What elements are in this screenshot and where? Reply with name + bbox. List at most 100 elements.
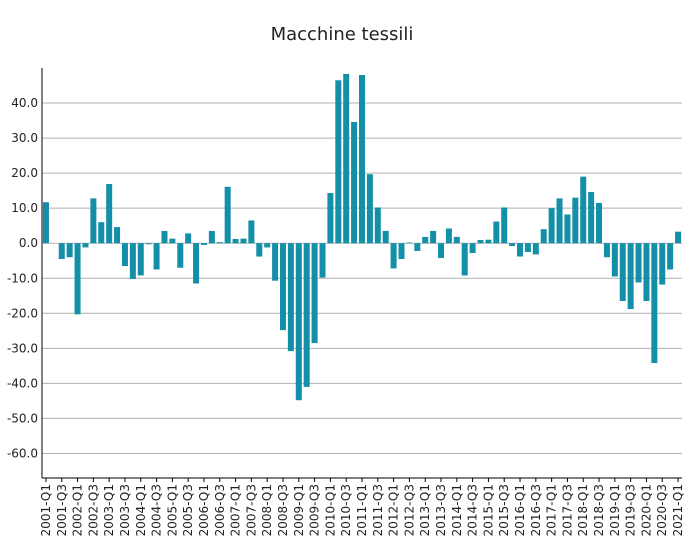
- x-tick-label: 2011-Q3: [371, 484, 385, 536]
- x-tick-label: 2008-Q1: [260, 484, 274, 536]
- bar: [295, 243, 302, 401]
- bar: [240, 238, 247, 244]
- bar: [311, 243, 318, 344]
- bar: [145, 243, 152, 245]
- bar: [129, 243, 136, 279]
- bar: [279, 243, 286, 331]
- bar: [588, 192, 595, 244]
- y-tick-label: 0.0: [19, 236, 38, 250]
- bar: [335, 80, 342, 244]
- bar: [556, 198, 563, 244]
- y-tick-label: 20.0: [11, 166, 38, 180]
- bar: [185, 233, 192, 244]
- bar: [572, 197, 579, 244]
- y-tick-label: -60.0: [7, 446, 38, 460]
- bar: [627, 243, 634, 310]
- bar: [596, 202, 603, 244]
- x-tick-label: 2014-Q1: [450, 484, 464, 536]
- x-tick-label: 2012-Q1: [387, 484, 401, 536]
- bar: [564, 214, 571, 244]
- x-tick-label: 2017-Q1: [545, 484, 559, 536]
- bar: [453, 236, 460, 244]
- bar: [532, 243, 539, 255]
- bar: [121, 243, 128, 266]
- bar: [303, 243, 310, 387]
- x-tick-label: 2008-Q3: [276, 484, 290, 536]
- x-tick-label: 2018-Q1: [576, 484, 590, 536]
- bar: [161, 230, 168, 244]
- bar: [287, 243, 294, 352]
- x-tick-label: 2021-Q1: [671, 484, 685, 536]
- bar: [390, 243, 397, 269]
- bar: [256, 243, 263, 257]
- bar: [114, 227, 121, 244]
- x-tick-label: 2019-Q1: [608, 484, 622, 536]
- bar: [169, 238, 176, 244]
- y-tick-label: -40.0: [7, 376, 38, 390]
- x-tick-label: 2001-Q1: [39, 484, 53, 536]
- bar: [422, 236, 429, 244]
- x-tick-label: 2012-Q3: [402, 484, 416, 536]
- x-tick-label: 2013-Q1: [418, 484, 432, 536]
- x-tick-label: 2005-Q3: [181, 484, 195, 536]
- bar: [366, 174, 373, 244]
- bar: [461, 243, 468, 276]
- bar: [635, 243, 642, 283]
- bar: [382, 230, 389, 244]
- bar: [477, 240, 484, 244]
- x-tick-label: 2007-Q3: [244, 484, 258, 536]
- y-tick-label: -50.0: [7, 411, 38, 425]
- bar: [193, 243, 200, 284]
- bar: [264, 243, 271, 248]
- x-tick-label: 2016-Q3: [529, 484, 543, 536]
- x-tick-label: 2019-Q3: [624, 484, 638, 536]
- bar: [406, 242, 413, 244]
- bar: [319, 243, 326, 278]
- bar: [619, 243, 626, 302]
- x-tick-label: 2004-Q1: [134, 484, 148, 536]
- bar: [74, 243, 81, 315]
- y-tick-label: -30.0: [7, 341, 38, 355]
- bar: [493, 221, 500, 244]
- x-tick-label: 2013-Q3: [434, 484, 448, 536]
- y-tick-label: -20.0: [7, 306, 38, 320]
- x-tick-label: 2002-Q3: [86, 484, 100, 536]
- bar: [667, 243, 674, 270]
- x-tick-label: 2006-Q3: [213, 484, 227, 536]
- bar: [643, 243, 650, 302]
- bar: [374, 207, 381, 244]
- bar: [358, 75, 366, 244]
- x-tick-label: 2011-Q1: [355, 484, 369, 536]
- bar: [580, 176, 587, 244]
- bar: [272, 243, 279, 281]
- x-tick-label: 2003-Q3: [118, 484, 132, 536]
- bar: [548, 208, 555, 244]
- bar: [430, 230, 437, 244]
- chart-title: Macchine tessili: [271, 24, 414, 45]
- x-tick-label: 2016-Q1: [513, 484, 527, 536]
- bar: [651, 243, 658, 364]
- x-tick-label: 2010-Q3: [339, 484, 353, 536]
- bar: [42, 202, 49, 244]
- x-tick-label: 2001-Q3: [55, 484, 69, 536]
- bar: [501, 207, 508, 244]
- x-tick-label: 2014-Q3: [466, 484, 480, 536]
- bar: [98, 222, 105, 244]
- bar: [398, 243, 405, 259]
- bar: [66, 243, 73, 258]
- x-tick-label: 2017-Q3: [560, 484, 574, 536]
- x-tick-label: 2009-Q3: [308, 484, 322, 536]
- bar: [153, 243, 160, 270]
- y-tick-label: 40.0: [11, 96, 38, 110]
- bar: [248, 220, 255, 244]
- x-tick-label: 2015-Q1: [481, 484, 495, 536]
- bar: [517, 243, 524, 257]
- bar: [485, 239, 492, 244]
- bar: [611, 243, 618, 277]
- bar: [106, 183, 113, 244]
- bar: [216, 242, 223, 244]
- bar: [82, 243, 89, 248]
- bar: [208, 230, 215, 244]
